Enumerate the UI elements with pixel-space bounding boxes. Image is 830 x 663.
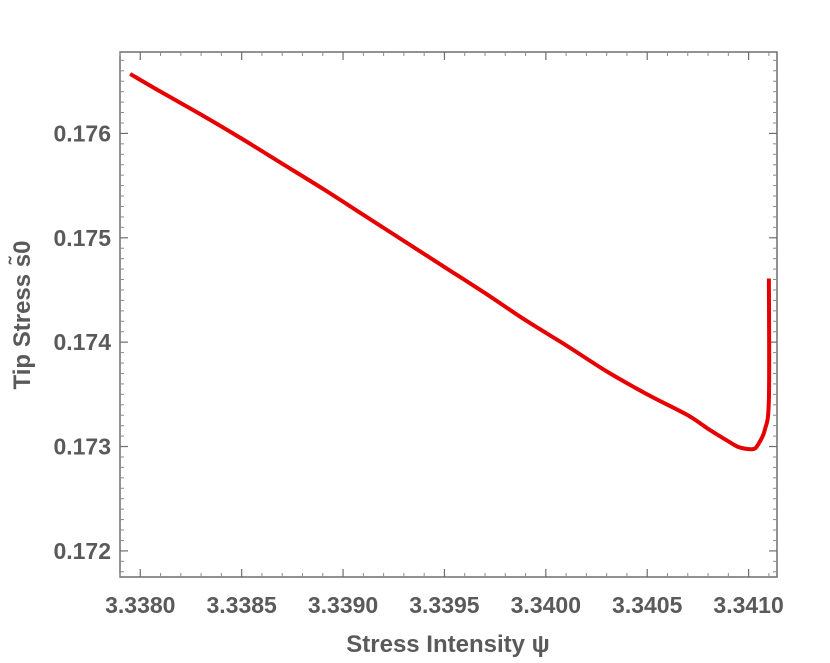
y-tick-label: 0.176 xyxy=(53,120,111,146)
tick-labels: 3.3380 3.3385 3.3390 3.3395 3.3400 3.3405 3.34… xyxy=(53,120,783,618)
x-tick-label: 3.3390 xyxy=(308,592,378,618)
y-tick-label: 0.174 xyxy=(53,329,111,355)
x-tick-label: 3.3395 xyxy=(409,592,480,618)
y-tick-label: 0.173 xyxy=(53,434,111,460)
x-tick-label: 3.3405 xyxy=(612,592,683,618)
y-axis-title: Tip Stress s̃0 xyxy=(8,241,36,390)
x-axis-title: Stress Intensity ψ xyxy=(346,631,549,658)
data-series xyxy=(129,72,772,452)
x-tick-label: 3.3400 xyxy=(511,592,581,618)
x-tick-label: 3.3410 xyxy=(713,592,783,618)
series-line xyxy=(129,72,772,452)
x-tick-label: 3.3385 xyxy=(206,592,277,618)
plot-frame xyxy=(119,51,778,578)
axis-ticks xyxy=(119,52,777,577)
y-tick-label: 0.175 xyxy=(53,225,111,251)
x-tick-label: 3.3380 xyxy=(105,592,175,618)
y-tick-label: 0.172 xyxy=(53,538,111,564)
